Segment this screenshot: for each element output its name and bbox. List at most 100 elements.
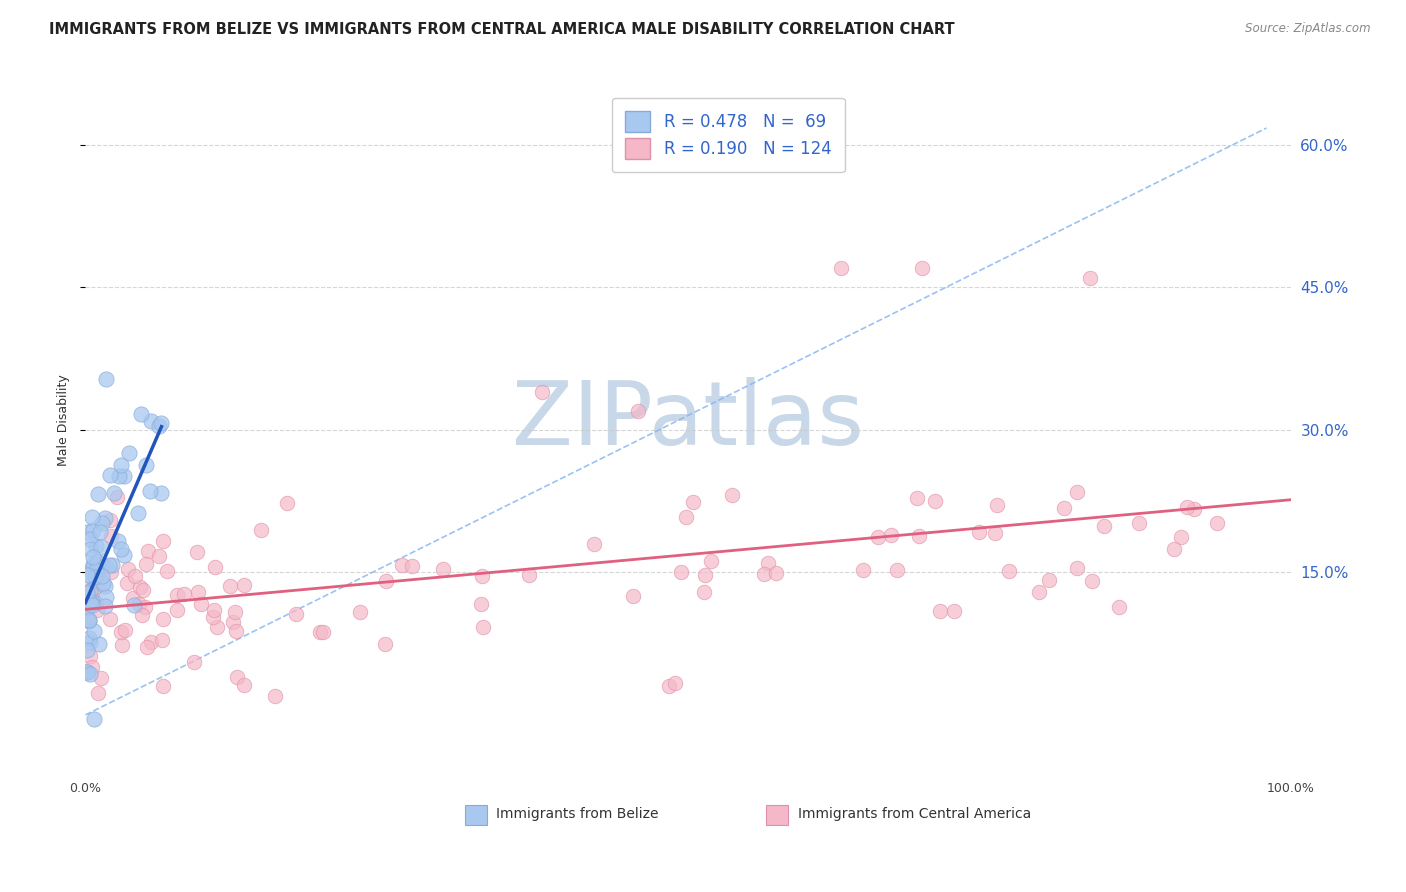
- Point: [87, 685, 110, 699]
- Point: [1028, 585, 1050, 599]
- Point: [150, 486, 173, 500]
- Point: [868, 530, 890, 544]
- Point: [139, 414, 162, 428]
- Point: [942, 604, 965, 618]
- Point: [150, 416, 173, 430]
- Point: [110, 625, 132, 640]
- Point: [115, 575, 138, 590]
- Point: [90, 565, 112, 579]
- Legend: R = 0.478   N =  69, R = 0.190   N = 124: R = 0.478 N = 69, R = 0.190 N = 124: [612, 98, 845, 172]
- Point: [94, 591, 117, 605]
- Point: [77, 631, 100, 645]
- Point: [117, 562, 139, 576]
- Point: [471, 620, 494, 634]
- Point: [129, 407, 152, 421]
- Point: [675, 509, 697, 524]
- Point: [721, 487, 744, 501]
- Point: [79, 563, 101, 577]
- Point: [82, 549, 104, 564]
- Point: [967, 524, 990, 539]
- Point: [100, 468, 122, 483]
- Y-axis label: Male Disability: Male Disability: [58, 375, 70, 467]
- Point: [76, 524, 98, 539]
- Point: [98, 558, 121, 572]
- Point: [148, 418, 170, 433]
- Point: [127, 506, 149, 520]
- Point: [669, 565, 692, 579]
- Point: [82, 560, 104, 574]
- Point: [82, 595, 104, 609]
- Point: [76, 613, 98, 627]
- Point: [202, 610, 225, 624]
- Point: [110, 541, 132, 556]
- Point: [77, 591, 100, 606]
- Point: [658, 680, 681, 694]
- Point: [232, 678, 254, 692]
- Point: [90, 558, 112, 572]
- Point: [621, 590, 644, 604]
- Point: [401, 558, 423, 573]
- Text: ZIPatlas: ZIPatlas: [512, 376, 863, 464]
- Point: [1053, 500, 1076, 515]
- Point: [98, 612, 121, 626]
- Point: [84, 595, 107, 609]
- Point: [156, 564, 179, 578]
- Point: [1182, 502, 1205, 516]
- Point: [131, 607, 153, 622]
- Point: [312, 625, 335, 640]
- Point: [136, 640, 159, 654]
- Point: [517, 568, 540, 582]
- Point: [911, 261, 934, 276]
- Point: [124, 599, 146, 613]
- Point: [82, 523, 104, 537]
- Point: [250, 523, 273, 537]
- Point: [349, 605, 371, 619]
- Point: [79, 586, 101, 600]
- Point: [1092, 519, 1115, 533]
- Point: [693, 568, 716, 582]
- Point: [128, 597, 150, 611]
- Point: [76, 597, 98, 611]
- Point: [308, 625, 330, 640]
- Point: [173, 587, 195, 601]
- Point: [84, 557, 107, 571]
- Point: [232, 578, 254, 592]
- Point: [110, 458, 132, 472]
- Point: [76, 568, 98, 582]
- Point: [129, 580, 152, 594]
- Point: [373, 637, 395, 651]
- Point: [166, 588, 188, 602]
- Point: [94, 579, 117, 593]
- Point: [205, 620, 228, 634]
- Point: [1066, 485, 1088, 500]
- Point: [984, 526, 1007, 541]
- Point: [152, 611, 174, 625]
- Point: [218, 579, 240, 593]
- Point: [190, 597, 212, 611]
- Point: [1175, 500, 1198, 514]
- Point: [627, 403, 650, 417]
- Point: [471, 568, 494, 582]
- Point: [89, 524, 111, 539]
- Point: [111, 638, 134, 652]
- Point: [886, 563, 908, 577]
- Point: [1128, 516, 1150, 531]
- Point: [118, 445, 141, 459]
- Point: [90, 671, 112, 685]
- Point: [79, 582, 101, 597]
- Point: [79, 542, 101, 557]
- Point: [77, 592, 100, 607]
- Point: [1066, 561, 1088, 575]
- Point: [79, 634, 101, 648]
- Point: [122, 591, 145, 606]
- Point: [94, 372, 117, 386]
- Point: [928, 604, 950, 618]
- Point: [765, 566, 787, 581]
- Point: [82, 598, 104, 612]
- Point: [100, 513, 122, 527]
- Point: [101, 558, 124, 572]
- Point: [134, 600, 156, 615]
- Point: [752, 566, 775, 581]
- Point: [84, 563, 107, 577]
- Point: [107, 533, 129, 548]
